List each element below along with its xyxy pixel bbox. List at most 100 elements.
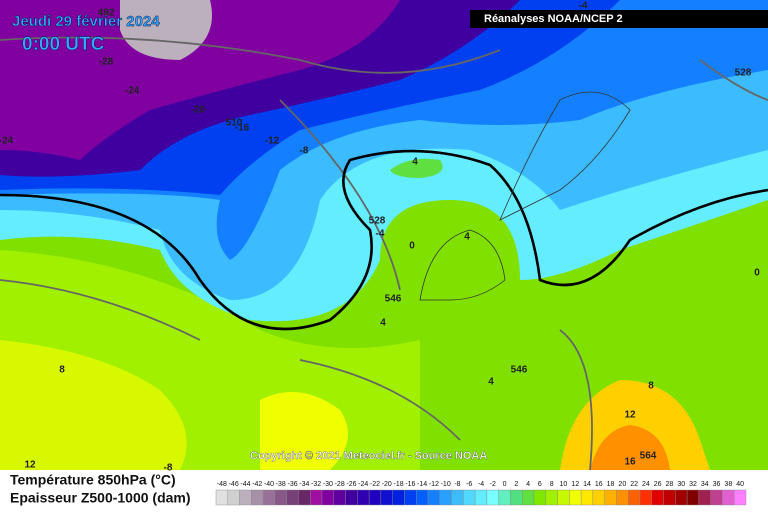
coastlines: [419, 91, 631, 301]
scale-swatch: [545, 489, 558, 506]
contour-label: 4: [380, 318, 386, 329]
contour-label: 564: [640, 451, 657, 462]
source-label: Réanalyses NOAA/NCEP 2: [484, 13, 623, 25]
scale-swatch: [227, 489, 240, 506]
scale-label: 30: [677, 481, 685, 488]
scale-swatch: [604, 489, 617, 506]
scale-swatch: [274, 489, 287, 506]
contour-label: 4: [488, 377, 494, 388]
scale-label: 6: [538, 481, 542, 488]
scale-swatch: [580, 489, 594, 506]
scale-label: 26: [654, 481, 662, 488]
scale-label: 14: [583, 481, 591, 488]
scale-label: -22: [370, 481, 380, 488]
scale-swatch: [686, 489, 700, 506]
contour-label: 546: [385, 294, 402, 305]
scale-swatch: [498, 489, 511, 506]
scale-swatch: [628, 489, 641, 506]
color-scale: -48 -46 -44 -42 -40 -38 -36 -34 -32 -30 -28 -26 -24-…: [215, 481, 747, 506]
scale-swatch: [592, 489, 605, 506]
scale-label: 40: [736, 481, 744, 488]
contour-label: -20: [191, 105, 206, 116]
scale-swatch: [368, 489, 382, 506]
scale-label: 16: [595, 481, 603, 488]
scale-swatch: [439, 489, 452, 506]
scale-swatch: [262, 489, 276, 506]
scale-label: -18: [393, 481, 403, 488]
legend-title: Température 850hPa (°C): [10, 472, 176, 488]
zone-warmer: [0, 340, 187, 470]
scale-label: -28: [335, 481, 345, 488]
scale-swatch: [522, 489, 535, 506]
scale-swatch: [698, 489, 711, 506]
date-label: Jeudi 29 février 2024: [12, 13, 160, 30]
scale-label: -10: [441, 481, 451, 488]
scale-swatch: [357, 489, 370, 506]
scale-label: -14: [417, 481, 427, 488]
contour-label: -24: [0, 136, 14, 147]
contour-label: 492: [98, 8, 115, 19]
scale-label: 32: [689, 481, 697, 488]
scale-label: -26: [346, 481, 356, 488]
contour-label: -12: [265, 136, 280, 147]
scale-label: 34: [701, 481, 709, 488]
scale-swatch: [416, 489, 429, 506]
contour-label: 0: [754, 268, 760, 279]
scale-label: -24: [358, 481, 368, 488]
time-label: 0:00 UTC: [22, 34, 105, 55]
copyright: Copyright © 2021 Meteociel.fr - Source N…: [250, 450, 487, 462]
scale-swatch: [533, 489, 546, 506]
scale-label: -44: [240, 481, 250, 488]
scale-swatch: [427, 489, 440, 506]
contour-label: 12: [24, 460, 36, 471]
scale-swatch: [616, 489, 629, 506]
scale-label: -8: [454, 481, 460, 488]
scale-label: -2: [490, 481, 496, 488]
scale-swatch: [663, 489, 676, 506]
scale-label: 18: [607, 481, 615, 488]
scale-swatch: [380, 489, 393, 506]
scale-swatch: [463, 489, 476, 506]
scale-swatch: [345, 489, 358, 506]
scale-swatch: [639, 489, 652, 506]
scale-label: -16: [405, 481, 415, 488]
scale-label: 36: [713, 481, 721, 488]
scale-swatch: [675, 489, 688, 506]
zone-hot: [590, 425, 670, 470]
contour-label: 12: [624, 410, 636, 421]
scale-swatch: [404, 489, 417, 506]
scale-label: 4: [526, 481, 530, 488]
scale-swatch: [569, 489, 582, 506]
scale-label: -42: [252, 481, 262, 488]
contour-label: -8: [164, 463, 173, 474]
scale-swatch: [392, 489, 405, 506]
contour-label: -8: [300, 146, 309, 157]
scale-swatch: [557, 489, 570, 506]
scale-swatch: [486, 489, 499, 506]
scale-swatch: [451, 489, 464, 506]
contour-label: -4: [376, 229, 385, 240]
scale-swatch: [510, 489, 523, 506]
scale-swatch: [298, 489, 311, 506]
contour-label: 8: [59, 365, 65, 376]
contour-labels: 492 -28 -24 -20 510-16 -12 -8 4 528 -4 0 4 546 4 528 -4…: [0, 1, 760, 474]
scale-swatch: [722, 489, 735, 506]
scale-label: 22: [630, 481, 638, 488]
scale-label: -40: [264, 481, 274, 488]
scale-label: -12: [429, 481, 439, 488]
scale-swatch: [239, 489, 252, 506]
scale-swatch: [286, 489, 299, 506]
contour-label: 510: [226, 118, 243, 129]
scale-label: -6: [466, 481, 472, 488]
scale-label: -46: [229, 481, 239, 488]
scale-label: 0: [503, 481, 507, 488]
scale-label: -32: [311, 481, 321, 488]
zone-gray: [120, 0, 212, 60]
legend-title: Epaisseur Z500-1000 (dam): [10, 490, 191, 506]
scale-label: 10: [560, 481, 568, 488]
contour-label: -28: [99, 57, 114, 68]
scale-label: -38: [276, 481, 286, 488]
scale-label: 28: [666, 481, 674, 488]
